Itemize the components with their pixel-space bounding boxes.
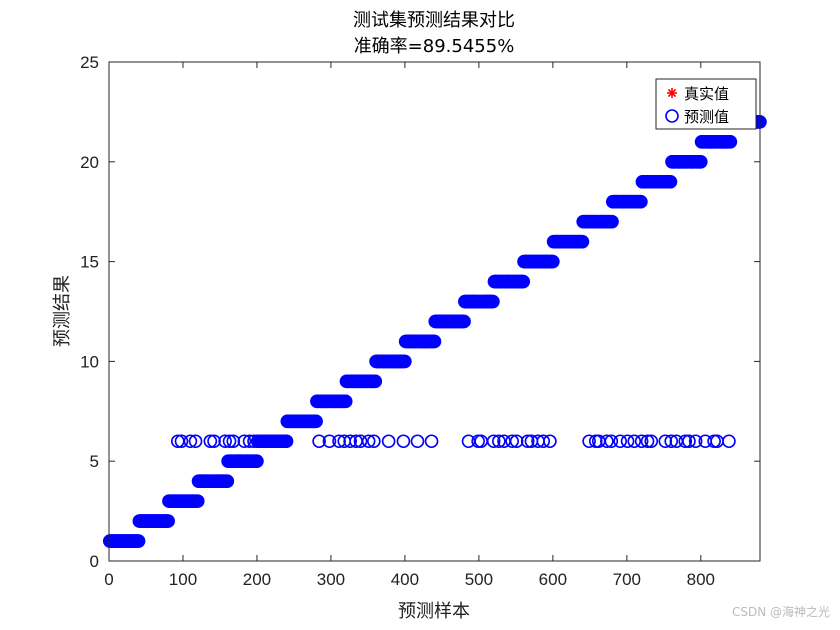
legend-circle-icon	[665, 109, 679, 123]
predicted-value-point	[343, 434, 357, 449]
predicted-value-point	[575, 234, 590, 249]
predicted-value-point	[396, 434, 411, 449]
predicted-value-point	[242, 434, 257, 449]
predicted-value-point	[604, 434, 619, 449]
y-tick-label: 15	[80, 253, 99, 272]
predicted-value-point	[505, 434, 519, 449]
predicted-value-point	[664, 434, 679, 449]
predicted-value-point	[220, 474, 235, 488]
predicted-value-point	[237, 434, 252, 449]
predicted-value-point	[361, 434, 376, 449]
predicted-value-point	[424, 434, 439, 449]
predicted-value-point	[613, 434, 627, 449]
predicted-value-point	[427, 334, 442, 349]
predicted-value-point	[682, 434, 696, 449]
predicted-value-point	[640, 434, 655, 449]
predicted-value-point	[332, 434, 346, 449]
x-axis-label: 预测样本	[398, 601, 470, 622]
predicted-value-point	[694, 155, 708, 169]
predicted-value-point	[492, 434, 506, 449]
predicted-value-point	[688, 434, 703, 449]
predicted-value-point	[207, 434, 221, 449]
legend-box	[655, 78, 757, 130]
predicted-value-point	[634, 434, 649, 449]
predicted-value-point	[131, 534, 146, 548]
predicted-value-point	[222, 434, 237, 449]
legend-label-true: 真实值	[684, 85, 729, 103]
x-tick-label: 100	[169, 570, 197, 589]
predicted-value-point	[457, 314, 471, 329]
predicted-value-point	[722, 434, 736, 449]
predicted-value-point	[174, 434, 189, 449]
x-tick-label: 600	[539, 570, 567, 589]
y-tick-label: 25	[80, 53, 99, 72]
predicted-value-point	[309, 414, 323, 429]
predicted-value-point	[381, 434, 396, 449]
predicted-value-point	[723, 135, 738, 149]
y-ticks: 0 5 10 15 20 25	[80, 53, 760, 571]
y-axis-label: 预测结果	[52, 275, 73, 347]
predicted-value-point	[486, 294, 500, 309]
watermark-text: CSDN @海神之光	[732, 604, 830, 619]
chart-title: 测试集预测结果对比	[353, 10, 515, 31]
predicted-value-point	[368, 374, 383, 389]
legend-label-pred: 预测值	[684, 108, 729, 126]
x-ticks: 0 100 200 300 400 500 600 700 800	[104, 62, 715, 589]
predicted-value-point	[190, 494, 205, 508]
predicted-value-point	[161, 514, 175, 528]
predicted-value-point	[516, 274, 531, 289]
predicted-value-point	[486, 434, 501, 449]
x-tick-label: 0	[104, 570, 113, 589]
predicted-value-point	[509, 434, 524, 449]
predicted-value-point	[250, 454, 264, 469]
x-tick-label: 300	[317, 570, 345, 589]
predicted-value-point	[398, 354, 412, 369]
y-tick-label: 5	[90, 452, 99, 471]
plot-frame	[108, 61, 761, 562]
predicted-value-point	[546, 254, 560, 269]
x-tick-label: 200	[243, 570, 271, 589]
predicted-value-point	[663, 174, 678, 189]
predicted-value-point	[203, 434, 218, 449]
predicted-value-point	[582, 434, 596, 449]
predicted-value-point	[620, 434, 635, 449]
legend-asterisk-icon	[667, 88, 677, 98]
y-tick-label: 10	[80, 352, 99, 371]
y-tick-label: 0	[90, 552, 99, 571]
predicted-value-point	[543, 434, 557, 449]
predicted-value-point	[183, 434, 198, 449]
y-tick-label: 20	[80, 153, 99, 172]
predicted-value-point	[644, 434, 659, 449]
predicted-value-point	[226, 434, 241, 449]
predicted-value-point	[678, 434, 693, 449]
predicted-value-point	[247, 434, 261, 449]
predicted-value-point	[634, 194, 648, 209]
x-tick-label: 700	[613, 570, 641, 589]
predicted-value-point	[520, 434, 535, 449]
predicted-value-point	[312, 434, 326, 449]
predicted-value-point	[353, 434, 368, 449]
x-tick-label: 400	[391, 570, 419, 589]
predicted-value-point	[410, 434, 425, 449]
predicted-value-point	[658, 434, 673, 449]
predicted-value-point	[605, 214, 619, 229]
predicted-value-point	[188, 434, 203, 449]
predicted-value-point	[218, 434, 232, 449]
predicted-value-point	[338, 394, 353, 409]
x-tick-label: 500	[465, 570, 493, 589]
predicted-value-point	[600, 434, 614, 449]
predicted-value-point	[367, 434, 381, 449]
predicted-value-point	[279, 434, 294, 449]
legend: 真实值 预测值	[655, 78, 757, 130]
predicted-value-point	[322, 434, 337, 449]
predicted-value-point	[536, 434, 551, 449]
x-tick-label: 800	[687, 570, 715, 589]
predicted-value-point	[627, 434, 642, 449]
chart-subtitle: 准确率=89.5455%	[354, 36, 515, 57]
